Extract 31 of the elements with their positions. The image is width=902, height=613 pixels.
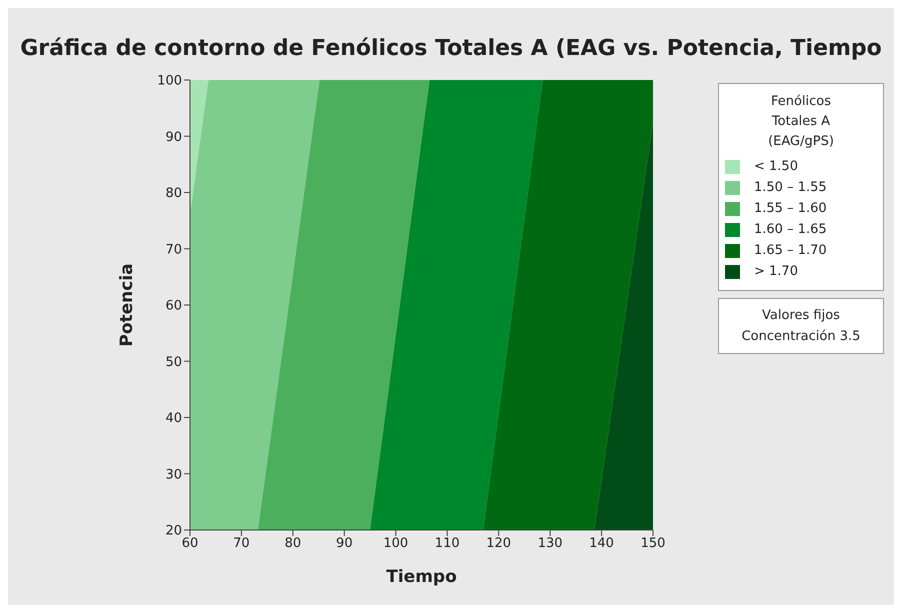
x-tick-label: 120 [486,536,512,552]
y-tick-label: 40 [165,411,182,426]
x-tick-label: 150 [640,536,666,552]
legend-label: > 1.70 [754,264,798,279]
legend-title: Fenólicos Totales A (EAG/gPS) [767,93,835,151]
x-tick-label: 70 [233,536,250,552]
x-axis-title: Tiempo [386,567,457,587]
legend-label: 1.65 – 1.70 [754,243,827,258]
legend-label: 1.50 – 1.55 [754,180,827,195]
x-tick-label: 90 [336,536,353,552]
y-tick-label: 90 [165,130,182,145]
y-tick-label: 100 [157,74,182,89]
x-tick-label: 140 [589,536,614,552]
y-tick-label: 30 [165,467,182,482]
x-tick-label: 60 [182,536,198,552]
y-tick-label: 50 [165,354,182,370]
chart-title: Gráfica de contorno de Fenólicos Totales A (EAG vs. Potencia, Tiempo [19,36,883,61]
y-tick-label: 20 [165,524,182,539]
x-tick-label: 110 [434,536,460,552]
text: Valores fijos [761,307,841,325]
y-tick-label: 60 [165,298,182,314]
legend-label: 1.60 – 1.65 [754,222,827,237]
y-tick-label: 80 [165,186,182,202]
x-tick-label: 130 [538,536,563,552]
y-tick-label: 70 [165,242,182,258]
legend-label: < 1.50 [754,159,798,174]
x-tick-label: 80 [284,536,302,552]
x-tick-label: 100 [383,536,408,552]
legend-label: 1.55 – 1.60 [754,201,827,216]
text: Concentración 3.5 [740,328,862,346]
y-axis-title: Potencia [117,263,138,347]
